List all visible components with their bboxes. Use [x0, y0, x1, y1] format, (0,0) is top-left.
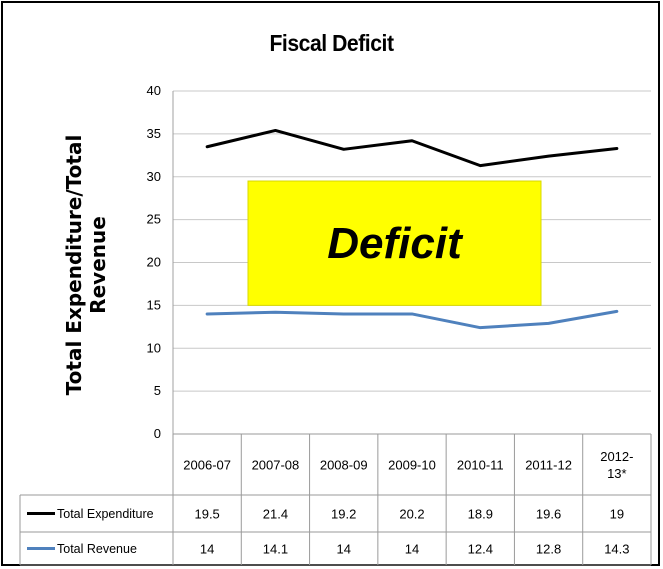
table-value: 20.2 [399, 507, 424, 522]
x-tick-label: 2011-12 [525, 458, 572, 473]
y-tick-label: 0 [154, 426, 161, 441]
y-tick-label: 10 [147, 340, 161, 355]
y-tick-label: 40 [147, 83, 161, 98]
y-tick-label: 25 [147, 212, 161, 227]
table-value: 19.5 [194, 507, 219, 522]
y-tick-label: 20 [147, 255, 161, 270]
table-value: 14 [405, 542, 419, 557]
deficit-box [247, 180, 542, 306]
table-value: 12.8 [536, 542, 561, 557]
deficit-label: Deficit [327, 219, 464, 268]
table-value: 19.2 [331, 507, 356, 522]
table-value: 19 [610, 507, 624, 522]
y-tick-label: 15 [147, 297, 161, 312]
x-tick-label: 2012- [600, 449, 633, 464]
x-tick-label: 2008-09 [320, 458, 368, 473]
table-value: 14 [336, 542, 350, 557]
legend-label: Total Expenditure [57, 507, 154, 521]
x-tick-label: 2009-10 [388, 458, 436, 473]
table-value: 12.4 [468, 542, 493, 557]
chart-title: Fiscal Deficit [269, 30, 394, 56]
legend-label: Total Revenue [57, 542, 137, 556]
table-value: 14 [200, 542, 214, 557]
table-value: 14.1 [263, 542, 288, 557]
x-tick-label: 2006-07 [183, 458, 231, 473]
series-line-total-revenue [205, 309, 619, 330]
x-tick-label: 2010-11 [457, 458, 504, 473]
series-line-total-expenditure [205, 128, 619, 168]
x-tick-label: 13* [607, 466, 627, 481]
table-value: 21.4 [263, 507, 288, 522]
y-tick-label: 35 [147, 126, 161, 141]
table-value: 14.3 [604, 542, 629, 557]
table-value: 19.6 [536, 507, 561, 522]
y-tick-label: 30 [147, 169, 161, 184]
y-tick-label: 5 [154, 383, 161, 398]
table-value: 18.9 [468, 507, 493, 522]
x-tick-label: 2007-08 [252, 458, 300, 473]
